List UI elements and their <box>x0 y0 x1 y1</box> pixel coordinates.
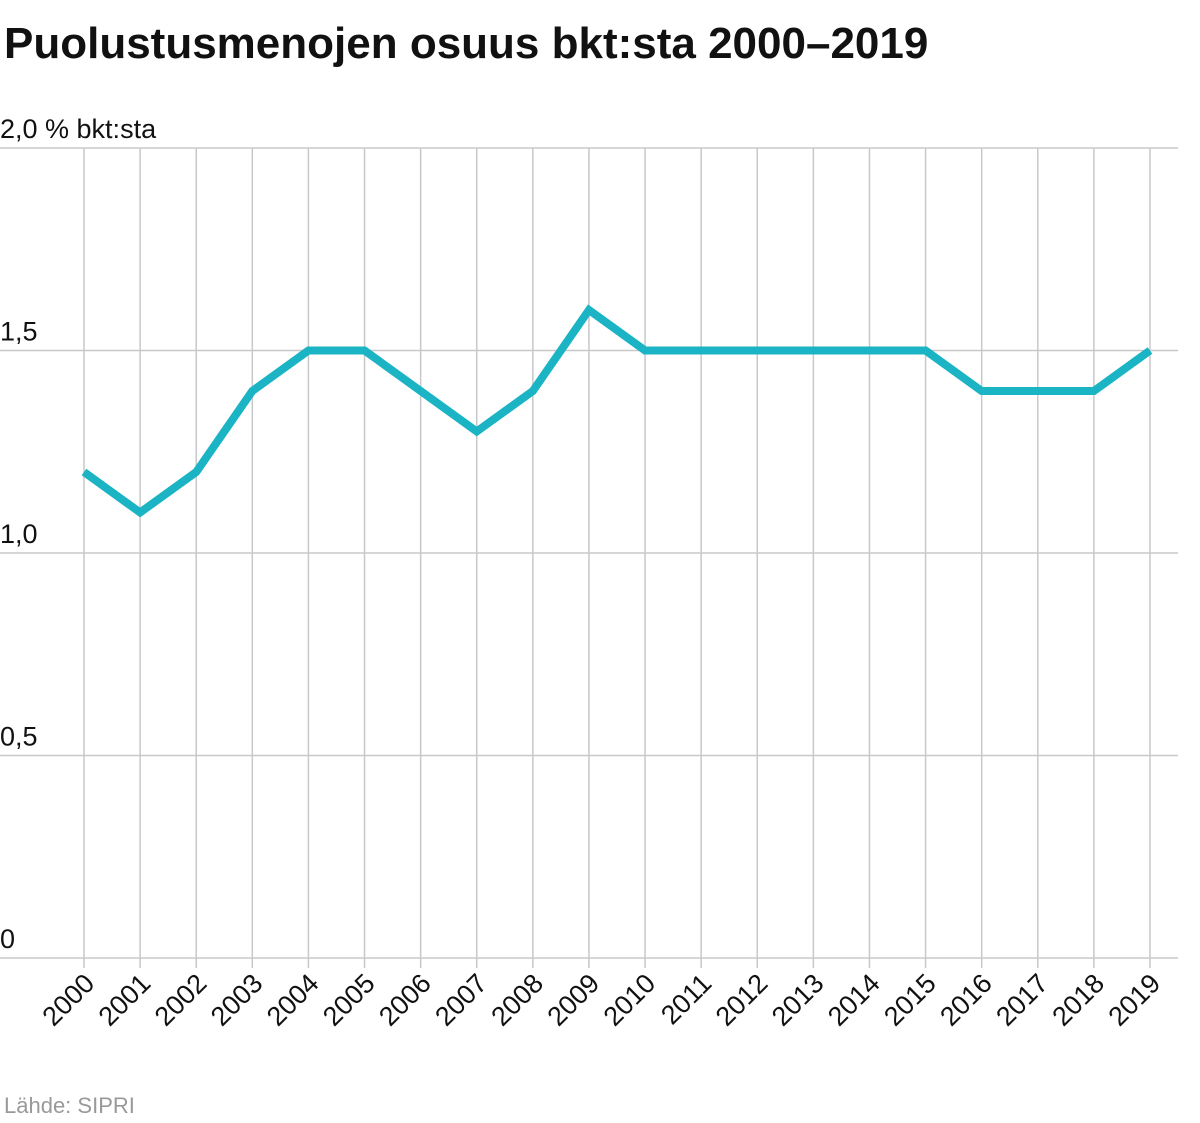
x-tick-label: 2016 <box>934 968 998 1032</box>
x-tick-label: 2006 <box>373 968 437 1032</box>
y-tick-label: 1,0 <box>0 519 38 549</box>
x-tick-label: 2007 <box>429 968 493 1032</box>
x-tick-label: 2005 <box>317 968 381 1032</box>
chart-title: Puolustusmenojen osuus bkt:sta 2000–2019 <box>4 19 928 68</box>
x-tick-label: 2019 <box>1103 968 1167 1032</box>
x-tick-label: 2015 <box>878 968 942 1032</box>
x-tick-label: 2012 <box>710 968 774 1032</box>
x-tick-label: 2003 <box>205 968 269 1032</box>
y-tick-label: 2,0 % bkt:sta <box>0 114 157 144</box>
x-tick-label: 2001 <box>93 968 157 1032</box>
x-tick-label: 2013 <box>766 968 830 1032</box>
x-tick-label: 2011 <box>655 968 717 1030</box>
y-tick-label: 0,5 <box>0 722 38 752</box>
x-tick-label: 2000 <box>37 968 101 1032</box>
x-tick-label: 2014 <box>822 968 886 1032</box>
x-tick-label: 2017 <box>990 968 1054 1032</box>
x-tick-label: 2009 <box>541 968 605 1032</box>
source: Lähde: SIPRI <box>4 1093 135 1118</box>
x-tick-label: 2008 <box>485 968 549 1032</box>
y-tick-label: 0 <box>0 924 15 954</box>
x-tick-label: 2002 <box>149 968 213 1032</box>
data-line <box>81 304 1153 518</box>
y-tick-label: 1,5 <box>0 317 38 347</box>
x-tick-label: 2004 <box>261 968 325 1032</box>
x-tick-label: 2010 <box>598 968 662 1032</box>
x-tick-label: 2018 <box>1046 968 1110 1032</box>
